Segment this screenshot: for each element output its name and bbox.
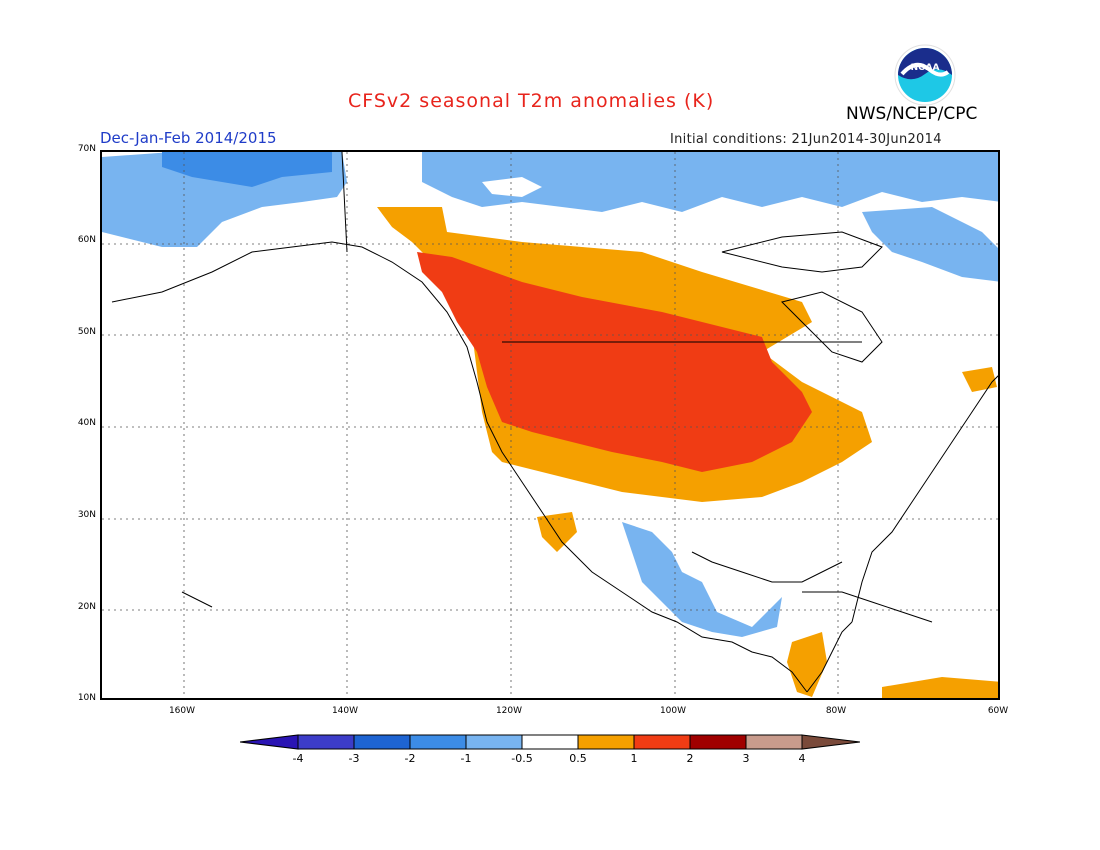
anomaly-map: [100, 150, 1000, 700]
season-label: Dec-Jan-Feb 2014/2015: [100, 129, 277, 147]
colorbar-tick-label: 2: [686, 752, 694, 765]
colorbar-segment: [297, 734, 355, 750]
colorbar-segment: [745, 734, 803, 750]
colorbar-segment: [577, 734, 635, 750]
colorbar-segment: [521, 734, 579, 750]
colorbar-tick-label: -1: [460, 752, 472, 765]
lon-label-140w: 140W: [331, 706, 359, 716]
colorbar-segment: [801, 734, 861, 750]
lon-label-160w: 160W: [168, 706, 196, 716]
initial-conditions-label: Initial conditions: 21Jun2014-30Jun2014: [670, 132, 942, 147]
agency-label: NWS/NCEP/CPC: [846, 104, 978, 124]
logo-text: NOAA: [911, 63, 940, 73]
colorbar-segment: [239, 734, 299, 750]
coastlines: [111, 152, 998, 693]
colorbar: [239, 734, 861, 750]
lat-label-60n: 60N: [77, 235, 96, 245]
lon-label-100w: 100W: [659, 706, 687, 716]
warm-anomaly-strong: [417, 252, 812, 472]
colorbar-tick-label: 0.5: [569, 752, 587, 765]
lat-label-70n: 70N: [77, 144, 96, 154]
colorbar-segment: [633, 734, 691, 750]
cold-anomaly-mexico: [622, 522, 782, 637]
colorbar-tick-label: 1: [630, 752, 638, 765]
colorbar-tick-label: 3: [742, 752, 750, 765]
colorbar-segment: [409, 734, 467, 750]
lat-label-30n: 30N: [77, 510, 96, 520]
lat-label-10n: 10N: [77, 693, 96, 703]
map-title: CFSv2 seasonal T2m anomalies (K): [348, 90, 715, 112]
colorbar-graphic: [239, 734, 861, 750]
colorbar-segment: [465, 734, 523, 750]
lon-label-80w: 80W: [825, 706, 847, 716]
cold-anomaly-north: [102, 152, 998, 282]
colorbar-segment: [353, 734, 411, 750]
lon-label-60w: 60W: [987, 706, 1009, 716]
noaa-logo: NOAA: [894, 44, 956, 106]
colorbar-tick-label: -4: [292, 752, 304, 765]
colorbar-tick-label: -2: [404, 752, 416, 765]
lat-label-20n: 20N: [77, 602, 96, 612]
colorbar-tick-label: 4: [798, 752, 806, 765]
lat-label-40n: 40N: [77, 418, 96, 428]
colorbar-tick-label: -0.5: [511, 752, 533, 765]
colorbar-segment: [689, 734, 747, 750]
colorbar-tick-label: -3: [348, 752, 360, 765]
lon-label-120w: 120W: [495, 706, 523, 716]
lat-label-50n: 50N: [77, 327, 96, 337]
